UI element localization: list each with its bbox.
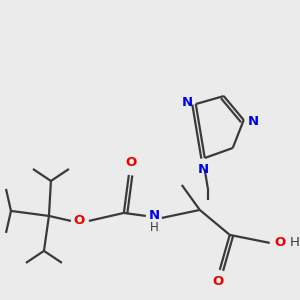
Text: H: H — [149, 221, 158, 234]
Text: N: N — [198, 164, 209, 176]
Text: O: O — [274, 236, 285, 249]
Text: O: O — [73, 214, 85, 227]
Text: N: N — [248, 115, 259, 128]
Text: O: O — [125, 157, 136, 169]
Text: N: N — [148, 209, 159, 222]
Text: H: H — [290, 236, 300, 249]
Text: O: O — [212, 275, 224, 288]
Text: N: N — [182, 96, 194, 109]
